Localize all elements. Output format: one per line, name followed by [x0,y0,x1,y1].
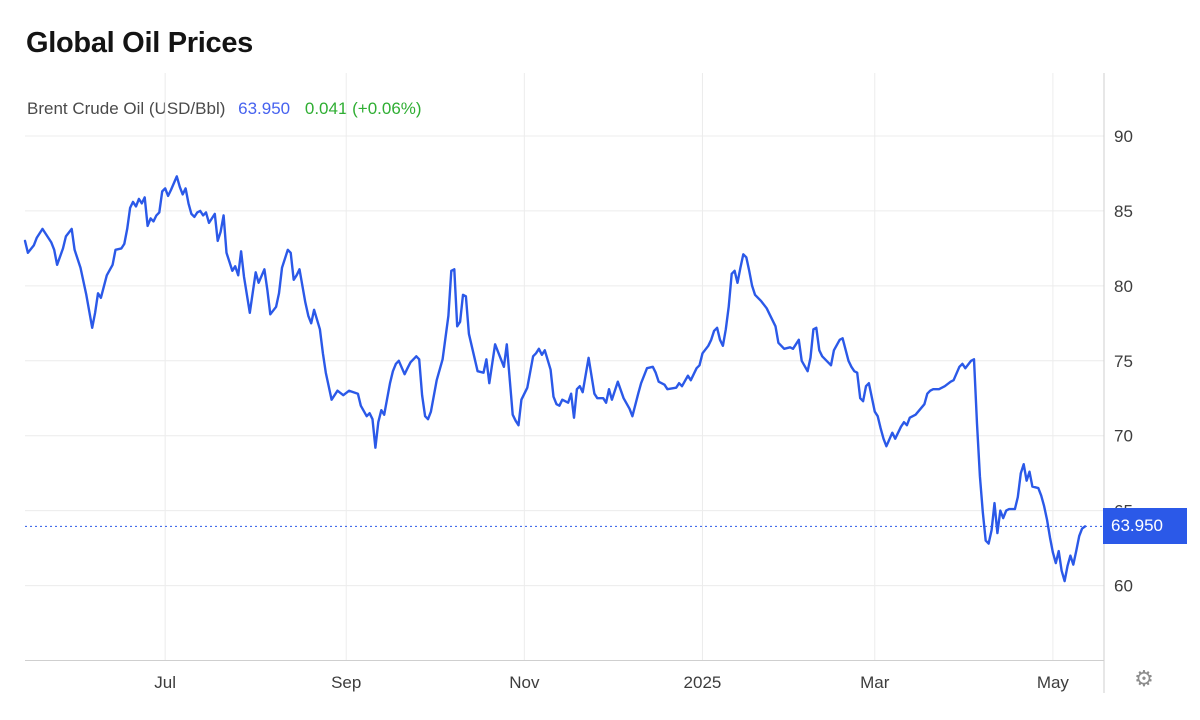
page-title: Global Oil Prices [26,27,253,59]
current-price-badge: 63.950 [1103,508,1187,545]
y-axis-tick-label: 80 [1114,277,1133,296]
price-change-value: 0.041 (+0.06%) [304,99,422,118]
y-axis-tick-label: 90 [1114,127,1133,146]
series-name-label: Brent Crude Oil (USD/Bbl) [27,99,226,118]
x-axis-tick-label: Jul [154,673,176,692]
y-axis-tick-label: 75 [1114,352,1133,371]
x-axis-tick-label: Nov [509,673,540,692]
last-price-value: 63.950 [238,99,291,118]
y-axis-tick-label: 70 [1114,427,1133,446]
y-axis-tick-label: 85 [1114,202,1133,221]
x-axis-tick-label: May [1037,673,1070,692]
y-axis-tick-label: 60 [1114,577,1133,596]
x-axis-tick-label: Mar [860,673,890,692]
settings-gear-icon[interactable]: ⚙ [1134,666,1154,691]
x-axis-tick-label: 2025 [684,673,722,692]
price-series-line [23,175,1087,583]
x-axis-tick-label: Sep [331,673,361,692]
current-price-badge-label: 63.950 [1111,516,1163,536]
chart-legend: Brent Crude Oil (USD/Bbl) 63.950 0.041 (… [27,99,422,119]
